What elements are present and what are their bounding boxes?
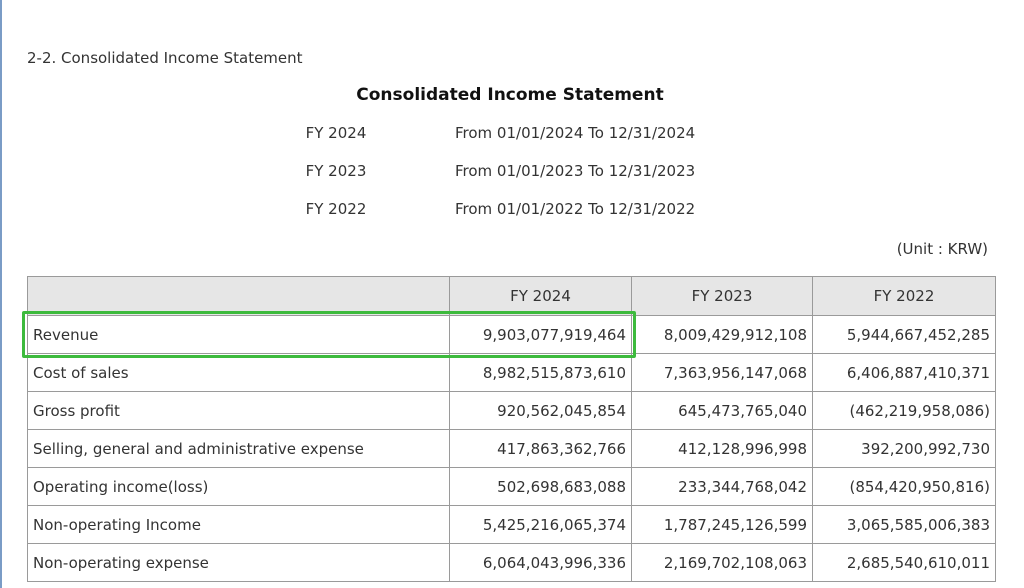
header-cell: FY 2022: [812, 276, 996, 316]
window-edge: [0, 0, 2, 588]
value-cell: 9,903,077,919,464: [449, 315, 632, 354]
period-label: FY 2024: [305, 124, 367, 142]
value-cell: (854,420,950,816): [812, 467, 996, 506]
value-cell: 5,425,216,065,374: [449, 505, 632, 544]
period-range: From 01/01/2024 To 12/31/2024: [455, 124, 696, 142]
value-cell: 8,982,515,873,610: [449, 353, 632, 392]
period-label: FY 2022: [305, 200, 367, 218]
value-cell: 2,169,702,108,063: [631, 543, 813, 582]
value-cell: 5,944,667,452,285: [812, 315, 996, 354]
value-cell: 6,064,043,996,336: [449, 543, 632, 582]
period-range: From 01/01/2022 To 12/31/2022: [455, 200, 696, 218]
income-table: FY 2024 FY 2023 FY 2022 Revenue 9,903,077,9…: [27, 276, 996, 582]
item-cell: Non-operating expense: [27, 543, 450, 582]
item-cell: Revenue: [27, 315, 450, 354]
value-cell: 1,787,245,126,599: [631, 505, 813, 544]
header-cell: FY 2024: [449, 276, 632, 316]
value-cell: 8,009,429,912,108: [631, 315, 813, 354]
table-row: Revenue 9,903,077,919,464 8,009,429,912,10…: [27, 315, 996, 354]
value-cell: 6,406,887,410,371: [812, 353, 996, 392]
value-cell: 7,363,956,147,068: [631, 353, 813, 392]
value-cell: 645,473,765,040: [631, 391, 813, 430]
item-cell: Gross profit: [27, 391, 450, 430]
item-cell: Cost of sales: [27, 353, 450, 392]
table-row: Non-operating expense 6,064,043,996,336 2,…: [27, 543, 996, 582]
value-cell: (462,219,958,086): [812, 391, 996, 430]
item-cell: Operating income(loss): [27, 467, 450, 506]
section-title: 2-2. Consolidated Income Statement: [27, 49, 303, 67]
table-row: Gross profit 920,562,045,854 645,473,765,0…: [27, 391, 996, 430]
value-cell: 233,344,768,042: [631, 467, 813, 506]
table-row: Operating income(loss) 502,698,683,088 233…: [27, 467, 996, 506]
item-cell: Non-operating Income: [27, 505, 450, 544]
value-cell: 417,863,362,766: [449, 429, 632, 468]
header-row: FY 2024 FY 2023 FY 2022: [27, 276, 996, 316]
value-cell: 502,698,683,088: [449, 467, 632, 506]
highlight-box: [22, 311, 636, 358]
period-range: From 01/01/2023 To 12/31/2023: [455, 162, 696, 180]
table-row: Non-operating Income 5,425,216,065,374 1,7…: [27, 505, 996, 544]
value-cell: 392,200,992,730: [812, 429, 996, 468]
value-cell: 412,128,996,998: [631, 429, 813, 468]
table-row: Selling, general and administrative expe…: [27, 429, 996, 468]
unit-note: (Unit : KRW): [896, 240, 988, 258]
item-cell: Selling, general and administrative expe…: [27, 429, 450, 468]
header-cell: [27, 276, 450, 316]
value-cell: 3,065,585,006,383: [812, 505, 996, 544]
value-cell: 920,562,045,854: [449, 391, 632, 430]
value-cell: 2,685,540,610,011: [812, 543, 996, 582]
period-label: FY 2023: [305, 162, 367, 180]
table-row: Cost of sales 8,982,515,873,610 7,363,956,…: [27, 353, 996, 392]
statement-title: Consolidated Income Statement: [356, 85, 664, 105]
header-cell: FY 2023: [631, 276, 813, 316]
